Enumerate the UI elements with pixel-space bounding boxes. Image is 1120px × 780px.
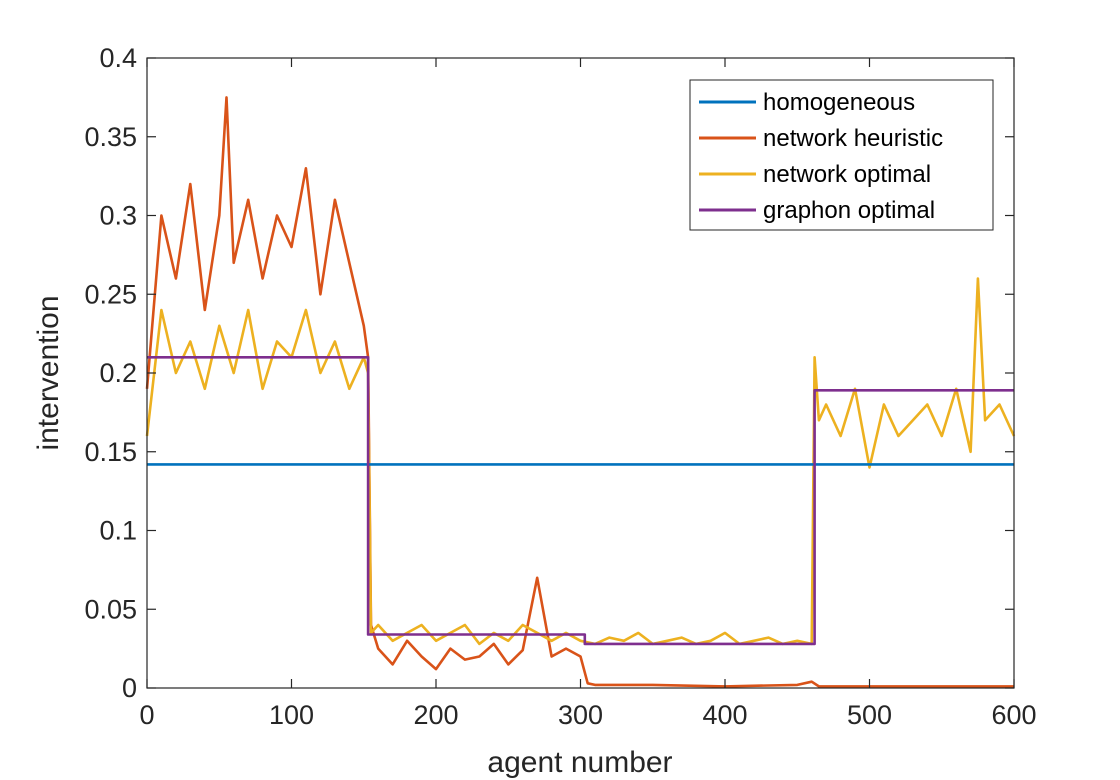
legend-label: homogeneous	[763, 89, 915, 116]
y-axis-title: intervention	[32, 295, 65, 450]
y-tick-label: 0.15	[84, 437, 137, 467]
x-tick-label: 100	[269, 700, 314, 730]
series-line-graphon-optimal	[147, 355, 1014, 646]
x-tick-label: 600	[991, 700, 1036, 730]
legend-label: network optimal	[763, 161, 931, 188]
y-tick-label: 0.05	[84, 594, 137, 624]
legend-label: network heuristic	[763, 125, 943, 152]
y-tick-label: 0.4	[99, 43, 137, 73]
y-tick-label: 0.2	[99, 358, 137, 388]
legend-label: graphon optimal	[763, 197, 935, 224]
y-tick-label: 0.3	[99, 201, 137, 231]
y-tick-label: 0.35	[84, 122, 137, 152]
series-line-network-heuristic	[145, 96, 1014, 688]
x-tick-label: 0	[139, 700, 154, 730]
x-tick-label: 300	[558, 700, 603, 730]
x-tick-label: 500	[847, 700, 892, 730]
plot-area	[145, 96, 1016, 688]
y-axis: 0 0.05 0.1 0.15 0.2 0.25 0.3 0.35 0.4	[84, 43, 1014, 703]
x-axis: 0 100 200 300 400 500 600	[139, 58, 1037, 730]
y-tick-label: 0	[122, 673, 137, 703]
y-tick-label: 0.1	[99, 516, 137, 546]
y-tick-label: 0.25	[84, 279, 137, 309]
legend: homogeneous network heuristic network opti…	[689, 79, 994, 231]
series-line-network-optimal	[145, 277, 1016, 646]
x-tick-label: 200	[413, 700, 458, 730]
x-axis-title: agent number	[487, 746, 672, 779]
x-tick-label: 400	[702, 700, 747, 730]
legend-box	[689, 79, 994, 231]
